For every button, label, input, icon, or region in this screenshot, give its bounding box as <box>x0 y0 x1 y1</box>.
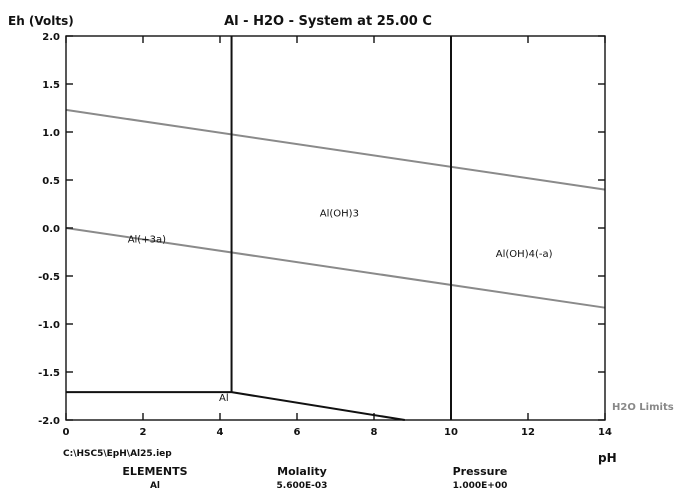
elements-header: ELEMENTS <box>122 465 187 478</box>
pressure-value: 1.000E+00 <box>453 481 508 491</box>
x-ticks: 0 2 4 6 8 10 12 14 <box>63 36 612 438</box>
chart-title: Al - H2O - System at 25.00 C <box>224 14 432 29</box>
file-path: C:\HSC5\EpH\Al25.iep <box>63 449 172 459</box>
x-tick-label: 4 <box>217 427 224 438</box>
y-tick-label: -0.5 <box>38 272 60 283</box>
region-label: Al(OH)3 <box>320 208 359 219</box>
water-limit-line-2 <box>65 227 606 309</box>
y-tick-label: 0.5 <box>42 176 60 187</box>
x-tick-label: 6 <box>294 427 301 438</box>
y-tick-label: 1.0 <box>42 128 60 139</box>
h2o-limits-label: H2O Limits <box>612 402 674 413</box>
y-tick-label: -1.5 <box>38 368 60 379</box>
x-tick-label: 12 <box>521 427 535 438</box>
region-label: Al <box>219 393 229 404</box>
plot-frame <box>65 35 606 421</box>
region-label: Al(+3a) <box>128 234 166 245</box>
x-tick-label: 10 <box>444 427 458 438</box>
y-tick-label: 2.0 <box>42 32 60 43</box>
x-tick-label: 8 <box>371 427 378 438</box>
y-ticks: 2.0 1.5 1.0 0.5 0.0 -0.5 -1.0 -1.5 -2.0 <box>38 32 605 427</box>
pressure-header: Pressure <box>453 465 508 478</box>
molality-header: Molality <box>277 465 327 478</box>
y-axis-label: Eh (Volts) <box>8 14 74 28</box>
y-tick-label: 1.5 <box>42 80 60 91</box>
boundary-line-4 <box>231 391 405 421</box>
x-tick-label: 0 <box>63 427 70 438</box>
x-tick-label: 2 <box>140 427 147 438</box>
y-tick-label: 0.0 <box>42 224 60 235</box>
x-tick-label: 14 <box>598 427 612 438</box>
region-labels: Al(+3a) Al(OH)3 Al(OH)4(-a) Al <box>128 208 553 403</box>
y-tick-label: -2.0 <box>38 416 60 427</box>
region-label: Al(OH)4(-a) <box>496 249 553 260</box>
water-limit-line-1 <box>65 108 606 191</box>
molality-value: 5.600E-03 <box>277 481 328 491</box>
elements-value: Al <box>150 481 160 491</box>
phase-boundary-lines <box>66 36 452 421</box>
x-axis-label: pH <box>598 451 617 465</box>
y-tick-label: -1.0 <box>38 320 60 331</box>
water-limit-lines <box>65 108 606 309</box>
